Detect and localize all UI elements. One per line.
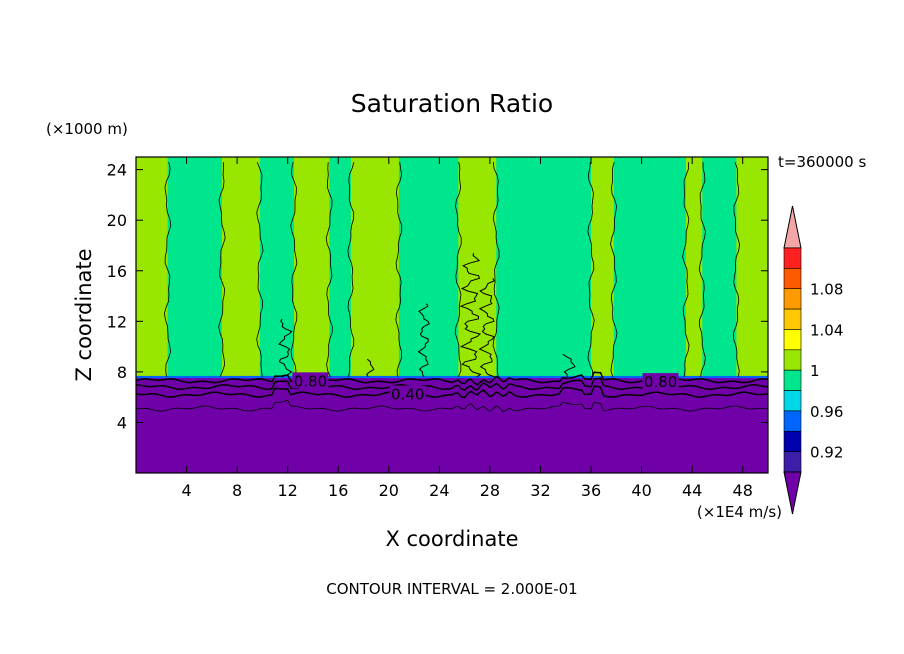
band-boundary-contour bbox=[218, 162, 226, 378]
x-tick-label: 8 bbox=[232, 481, 242, 500]
stratosphere-band bbox=[685, 157, 703, 377]
convective-contour bbox=[562, 353, 576, 377]
colorbar-swatch bbox=[783, 451, 802, 473]
colorbar-swatch bbox=[783, 410, 802, 432]
colorbar-label: 1.04 bbox=[810, 321, 843, 339]
y-tick-label: 20 bbox=[107, 211, 127, 230]
stratosphere-band bbox=[702, 157, 737, 377]
x-tick-label: 12 bbox=[278, 481, 298, 500]
convective-contour bbox=[366, 358, 375, 378]
colorbar-label: 1 bbox=[810, 362, 820, 380]
x-tick-label: 24 bbox=[429, 481, 449, 500]
colorbar: 1.08 1.04 1 0.96 0.92 bbox=[783, 205, 843, 515]
stratosphere-band bbox=[329, 157, 352, 377]
x-tick-label: 28 bbox=[480, 481, 500, 500]
x-tick-label: 40 bbox=[631, 481, 651, 500]
band-boundary-contour bbox=[325, 162, 333, 378]
convective-contour bbox=[278, 318, 293, 378]
stratosphere-band bbox=[294, 157, 330, 377]
time-label: t=360000 s bbox=[778, 153, 866, 171]
x-tick-label: 16 bbox=[328, 481, 348, 500]
x-tick-label: 32 bbox=[530, 481, 550, 500]
stratosphere-band bbox=[591, 157, 615, 377]
band-boundary-contour bbox=[290, 162, 298, 377]
contour-label: 0.80 bbox=[294, 372, 327, 390]
contour-interval-footer: CONTOUR INTERVAL = 2.000E-01 bbox=[326, 580, 577, 598]
band-boundary-contour bbox=[454, 162, 462, 378]
low-ratio-region bbox=[136, 376, 768, 473]
contour-label: 0.40 bbox=[391, 386, 424, 404]
x-unit-label: (×1E4 m/s) bbox=[697, 503, 782, 521]
stratosphere-band bbox=[259, 157, 295, 377]
y-axis-title: Z coordinate bbox=[72, 248, 96, 381]
y-tick-label: 8 bbox=[117, 363, 127, 382]
stratosphere-band bbox=[458, 157, 497, 377]
colorbar-swatch bbox=[783, 329, 802, 351]
contour-label-bg bbox=[642, 373, 679, 390]
band-boundary-contour bbox=[682, 162, 690, 377]
contour-label-bg bbox=[292, 372, 329, 389]
plot-area bbox=[136, 157, 768, 473]
band-boundary-contour bbox=[492, 162, 500, 377]
stratosphere-band bbox=[496, 157, 592, 377]
colorbar-swatch bbox=[783, 308, 802, 330]
band-boundary-contour bbox=[163, 162, 172, 377]
band-boundary-contour bbox=[733, 161, 741, 377]
y-tick-label: 4 bbox=[117, 413, 127, 432]
colorbar-swatch bbox=[783, 288, 802, 310]
colorbar-label: 0.96 bbox=[810, 403, 843, 421]
contour-labels: 0.80 0.80 0.40 bbox=[292, 372, 679, 404]
contour-line bbox=[136, 385, 768, 399]
contour-label: 0.80 bbox=[644, 373, 677, 391]
colorbar-over-triangle bbox=[783, 205, 802, 249]
contour-line bbox=[136, 399, 768, 412]
stratosphere-band bbox=[736, 157, 768, 377]
stratosphere-band bbox=[350, 157, 400, 377]
x-axis-title: X coordinate bbox=[385, 527, 518, 551]
band-boundary-contour bbox=[587, 162, 595, 377]
stratosphere-band bbox=[221, 157, 261, 377]
contour-line-layer bbox=[136, 161, 768, 412]
stratosphere-band bbox=[398, 157, 459, 377]
y-tick-label: 12 bbox=[107, 312, 127, 331]
band-boundary-contour bbox=[256, 161, 264, 377]
x-tick-label: 36 bbox=[581, 481, 601, 500]
y-tick-label: 16 bbox=[107, 262, 127, 281]
stratosphere-band bbox=[167, 157, 223, 377]
colorbar-label: 1.08 bbox=[810, 281, 843, 299]
band-boundary-contour bbox=[698, 162, 706, 377]
contour-label-bg bbox=[389, 385, 426, 402]
chart-title: Saturation Ratio bbox=[351, 89, 553, 118]
convective-contour bbox=[417, 303, 430, 378]
x-tick-label: 44 bbox=[682, 481, 702, 500]
colorbar-swatch bbox=[783, 268, 802, 290]
colorbar-swatch bbox=[783, 369, 802, 391]
colorbar-swatch bbox=[783, 247, 802, 269]
contour-fill-layer bbox=[136, 157, 768, 473]
colorbar-swatch bbox=[783, 349, 802, 371]
band-boundary-contour bbox=[610, 161, 618, 378]
convective-contour bbox=[478, 278, 496, 378]
stratosphere-band bbox=[613, 157, 687, 377]
stratosphere-band bbox=[136, 157, 169, 377]
colorbar-swatch bbox=[783, 390, 802, 412]
colorbar-under-triangle bbox=[783, 471, 802, 515]
x-tick-label: 4 bbox=[181, 481, 191, 500]
band-boundary-contour bbox=[347, 161, 355, 377]
y-unit-label: (×1000 m) bbox=[46, 120, 128, 138]
colorbar-label: 0.92 bbox=[810, 444, 843, 462]
band-boundary-contour bbox=[395, 162, 403, 377]
x-tick-label: 48 bbox=[733, 481, 753, 500]
boundary-fringe bbox=[136, 375, 768, 379]
convective-contour bbox=[459, 253, 482, 378]
plot-frame bbox=[135, 156, 769, 474]
x-tick-label: 20 bbox=[379, 481, 399, 500]
y-tick-label: 24 bbox=[107, 161, 127, 180]
colorbar-swatch bbox=[783, 430, 802, 452]
